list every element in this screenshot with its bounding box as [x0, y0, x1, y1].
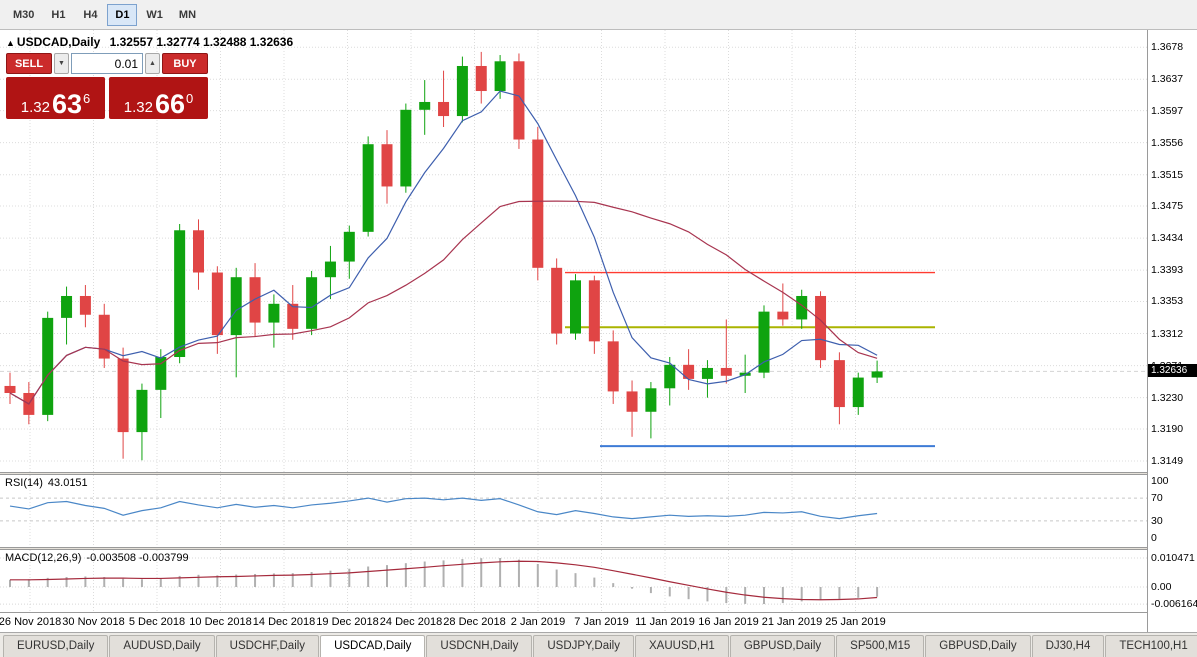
date-label: 19 Dec 2018 — [316, 616, 379, 628]
date-label: 25 Jan 2019 — [825, 616, 886, 628]
axis-label: 0 — [1151, 532, 1157, 544]
current-price-tag: 1.32636 — [1148, 364, 1197, 378]
axis-label: 70 — [1151, 492, 1163, 505]
axis-label: -0.006164 — [1151, 598, 1197, 611]
axis-label: 1.3230 — [1151, 391, 1184, 404]
timeframe-button-d1[interactable]: D1 — [107, 3, 138, 26]
candlestick-chart-svg[interactable] — [0, 30, 1147, 472]
buy-price-digits: 66 — [154, 89, 185, 119]
chart-tab-gbpusd-daily[interactable]: GBPUSD,Daily — [925, 635, 1031, 657]
chart-column: ▲ USDCAD,Daily 1.32557 1.32774 1.32488 1.… — [0, 30, 1147, 632]
panel-splitter[interactable] — [0, 472, 1147, 475]
buy-button[interactable]: BUY — [162, 53, 208, 74]
ohlc-values: 1.32557 1.32774 1.32488 1.32636 — [109, 35, 294, 49]
axis-label: 1.3190 — [1151, 422, 1184, 435]
timeframe-button-m30[interactable]: M30 — [6, 4, 41, 26]
sell-button[interactable]: SELL — [6, 53, 52, 74]
main-chart-panel[interactable]: ▲ USDCAD,Daily 1.32557 1.32774 1.32488 1.… — [0, 30, 1147, 472]
collapse-trade-panel-icon[interactable]: ▲ — [6, 38, 15, 48]
price-scale[interactable]: 1.3678 1.3637 1.3597 1.3556 1.3515 1.3475 1.34… — [1147, 30, 1197, 632]
axis-label: 1.3434 — [1151, 232, 1184, 245]
timeframe-button-w1[interactable]: W1 — [139, 4, 170, 26]
rsi-label: RSI(14) 43.0151 — [5, 477, 88, 489]
date-label: 26 Nov 2018 — [0, 616, 62, 628]
axis-label: 30 — [1151, 514, 1163, 527]
macd-name: MACD(12,26,9) — [5, 552, 82, 564]
chart-tab-gbpusd-daily[interactable]: GBPUSD,Daily — [729, 635, 836, 657]
date-label: 24 Dec 2018 — [379, 616, 443, 628]
chart-tab-usdjpy-daily[interactable]: USDJPY,Daily — [533, 635, 634, 657]
axis-label: 0.010471 — [1151, 551, 1195, 564]
date-label: 28 Dec 2018 — [443, 616, 506, 628]
chart-tab-sp500-m15[interactable]: SP500,M15 — [836, 635, 925, 657]
rsi-name: RSI(14) — [5, 477, 43, 489]
macd-chart-svg[interactable] — [0, 550, 1147, 612]
sell-price-pipette: 6 — [83, 91, 91, 106]
rsi-chart-svg[interactable] — [0, 475, 1147, 547]
sell-price-prefix: 1.32 — [20, 99, 50, 116]
chart-workspace: ▲ USDCAD,Daily 1.32557 1.32774 1.32488 1.… — [0, 30, 1197, 632]
axis-label: 1.3678 — [1151, 41, 1184, 54]
date-label: 11 Jan 2019 — [635, 616, 695, 628]
lot-spin-up-icon[interactable]: ▲ — [145, 53, 160, 74]
date-label: 16 Jan 2019 — [698, 616, 759, 628]
date-label: 10 Dec 2018 — [189, 616, 252, 628]
chart-tab-usdchf-daily[interactable]: USDCHF,Daily — [215, 635, 320, 657]
timeframe-button-h4[interactable]: H4 — [75, 4, 105, 26]
date-label: 2 Jan 2019 — [510, 616, 566, 628]
rsi-value: 43.0151 — [47, 477, 88, 489]
chart-tab-tech100-h1[interactable]: TECH100,H1 — [1105, 635, 1197, 657]
chart-tab-eurusd-daily[interactable]: EURUSD,Daily — [3, 635, 109, 657]
axis-label: 1.3597 — [1151, 104, 1184, 117]
sell-price-digits: 63 — [51, 89, 82, 119]
axis-label: 1.3149 — [1151, 455, 1184, 468]
chart-tab-xauusd-h1[interactable]: XAUUSD,H1 — [635, 635, 729, 657]
chart-tab-usdcnh-daily[interactable]: USDCNH,Daily — [426, 635, 533, 657]
timeframe-button-mn[interactable]: MN — [172, 4, 203, 26]
chart-tab-usdcad-daily[interactable]: USDCAD,Daily — [320, 635, 426, 657]
date-label: 30 Nov 2018 — [62, 616, 125, 628]
buy-price-prefix: 1.32 — [123, 99, 153, 116]
date-label: 21 Jan 2019 — [761, 616, 823, 628]
axis-label: 1.3353 — [1151, 295, 1184, 308]
axis-label: 100 — [1151, 475, 1169, 487]
timeframe-button-h1[interactable]: H1 — [43, 4, 73, 26]
axis-label: 1.3475 — [1151, 200, 1184, 213]
axis-label: 1.3556 — [1151, 136, 1184, 149]
chart-title: ▲ USDCAD,Daily 1.32557 1.32774 1.32488 1.… — [6, 35, 293, 49]
axis-label: 1.3515 — [1151, 168, 1184, 181]
axis-label: 0.00 — [1151, 581, 1172, 593]
lot-dropdown-icon[interactable]: ▼ — [54, 53, 69, 74]
buy-price-display[interactable]: 1.32 66 0 — [109, 77, 208, 119]
macd-indicator-panel[interactable]: MACD(12,26,9) -0.003508 -0.003799 — [0, 550, 1147, 612]
chart-tab-bar: EURUSD,Daily AUDUSD,Daily USDCHF,Daily USDC… — [0, 632, 1197, 657]
axis-label: 1.3312 — [1151, 327, 1184, 340]
timeframe-toolbar: M30 H1 H4 D1 W1 MN — [0, 0, 1197, 30]
macd-label: MACD(12,26,9) -0.003508 -0.003799 — [5, 552, 189, 564]
axis-label: 1.3393 — [1151, 264, 1184, 277]
date-label: 14 Dec 2018 — [252, 616, 316, 628]
chart-tab-audusd-daily[interactable]: AUDUSD,Daily — [109, 635, 215, 657]
panel-splitter[interactable] — [0, 547, 1147, 550]
lot-size-input[interactable] — [71, 53, 143, 74]
symbol-name: USDCAD,Daily — [16, 35, 101, 49]
chart-tab-dj30-h4[interactable]: DJ30,H4 — [1031, 635, 1105, 657]
date-label: 5 Dec 2018 — [128, 616, 186, 628]
date-label: 7 Jan 2019 — [574, 616, 629, 628]
axis-label: 1.3637 — [1151, 73, 1184, 86]
rsi-indicator-panel[interactable]: RSI(14) 43.0151 — [0, 475, 1147, 547]
macd-values: -0.003508 -0.003799 — [86, 552, 189, 564]
sell-price-display[interactable]: 1.32 63 6 — [6, 77, 105, 119]
time-axis[interactable]: 26 Nov 2018 30 Nov 2018 5 Dec 2018 10 Dec 2… — [0, 612, 1147, 632]
buy-price-pipette: 0 — [186, 91, 194, 106]
